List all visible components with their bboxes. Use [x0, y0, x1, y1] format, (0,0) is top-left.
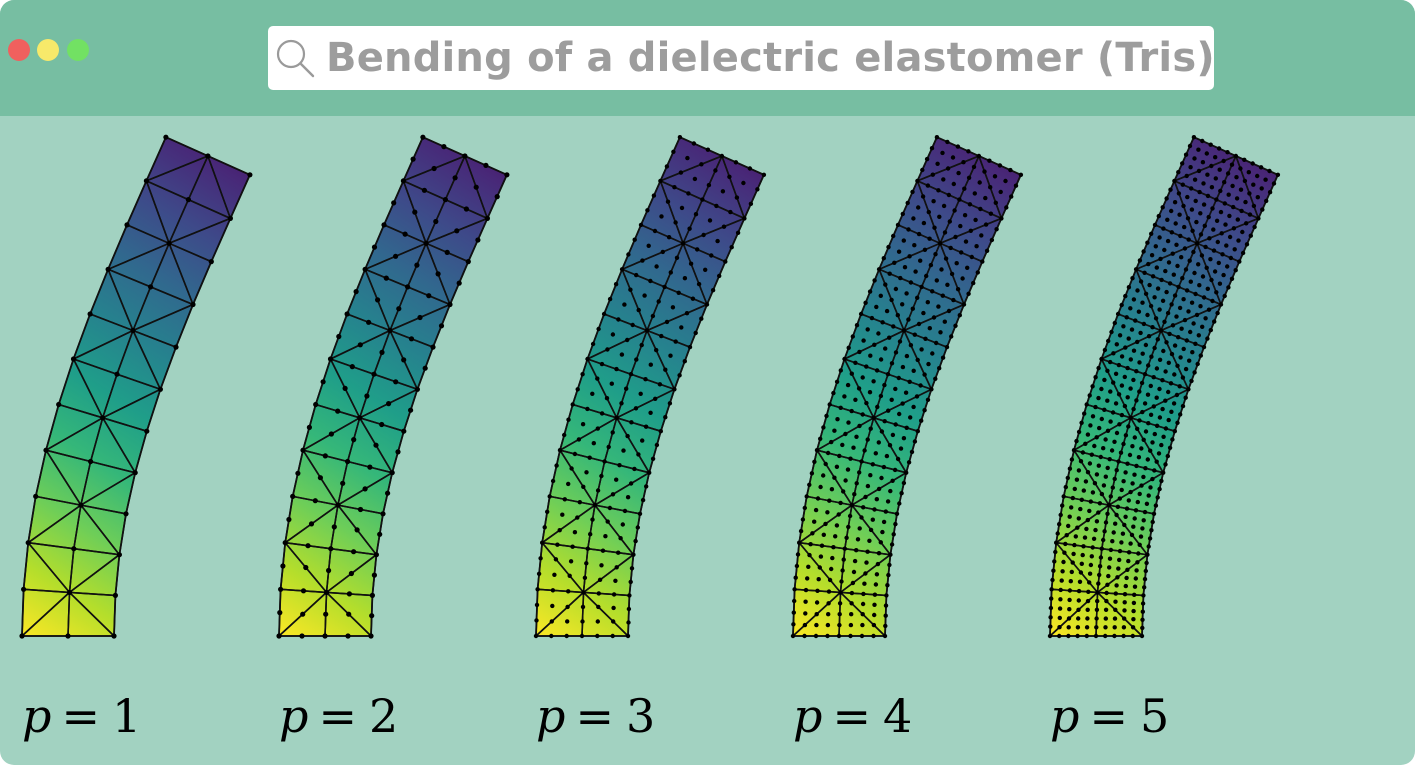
mesh-figure: p = 1 p = 2 p = 3 p = 4 p = 5	[0, 116, 1415, 765]
order-label-5: p = 5	[1050, 689, 1169, 743]
mesh-nodes-5	[1047, 135, 1281, 639]
maximize-button[interactable]	[67, 39, 89, 61]
search-icon	[276, 39, 315, 78]
mesh-panel-2: p = 2	[276, 134, 510, 743]
order-label-4: p = 4	[793, 689, 912, 743]
window-title: Bending of a dielectric elastomer (Tris)	[326, 35, 1215, 81]
close-button[interactable]	[8, 39, 30, 61]
mesh-panel-5: p = 5	[1047, 135, 1281, 743]
mesh-nodes-4	[790, 135, 1024, 639]
mesh-panel-1: p = 1	[19, 134, 253, 743]
mesh-edges-3	[535, 136, 765, 637]
mesh-panel-4: p = 4	[790, 135, 1024, 743]
mesh-nodes-3	[533, 135, 767, 639]
minimize-button[interactable]	[37, 39, 59, 61]
order-label-2: p = 2	[279, 689, 398, 743]
order-label-3: p = 3	[536, 689, 655, 743]
mesh-nodes-1	[19, 134, 253, 639]
mesh-nodes-2	[276, 134, 510, 639]
title-bar: Bending of a dielectric elastomer (Tris)	[0, 0, 1415, 116]
mesh-edges-5	[1049, 136, 1279, 637]
order-label-1: p = 1	[22, 689, 141, 743]
mesh-panel-3: p = 3	[533, 135, 767, 743]
mesh-edges-1	[21, 136, 251, 637]
title-search-box[interactable]: Bending of a dielectric elastomer (Tris)	[268, 26, 1215, 90]
